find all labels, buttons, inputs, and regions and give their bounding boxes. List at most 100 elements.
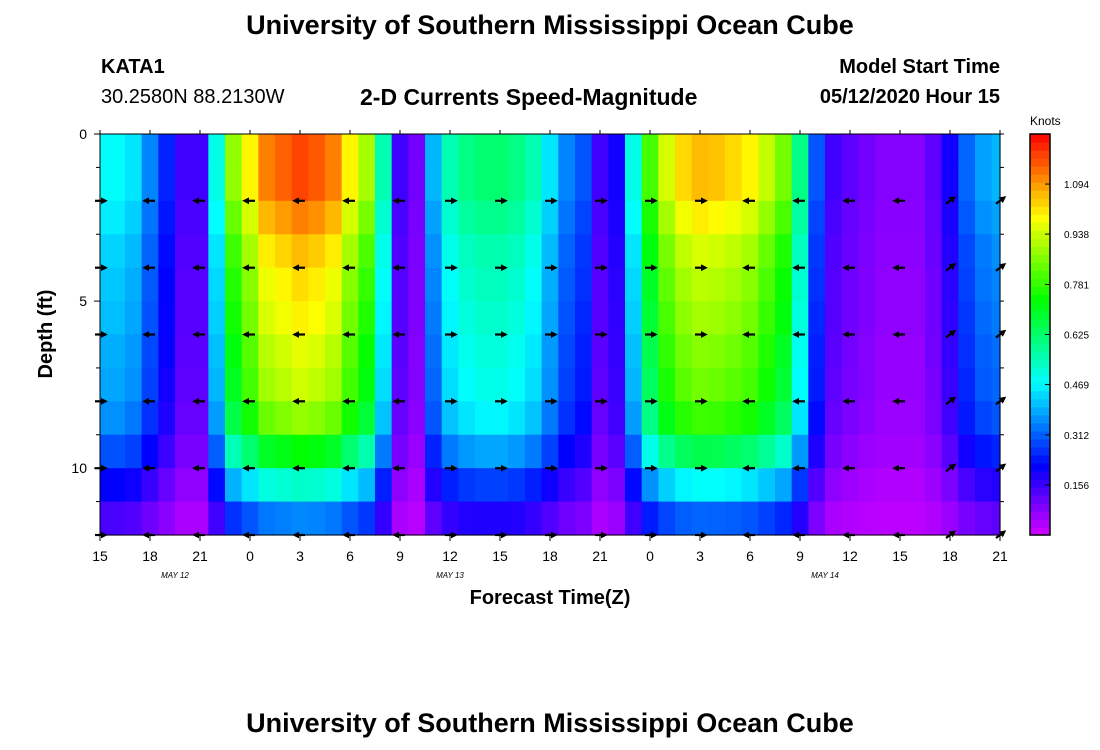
heatmap-cell [691,234,709,269]
heatmap-cell [158,468,176,503]
heatmap-cell [525,468,543,503]
x-tick-label: 21 [192,548,208,564]
heatmap-cell [508,167,526,202]
colorbar-segment [1030,182,1050,191]
heatmap-cell [100,401,109,436]
heatmap-cell [375,401,393,436]
heatmap-cell [791,468,809,503]
heatmap-cell [641,367,659,402]
heatmap-cell [858,501,876,536]
heatmap-cell [375,501,393,536]
heatmap-cell [741,401,759,436]
heatmap-cell [641,468,659,503]
heatmap-cell [825,334,843,369]
heatmap-cell [708,301,726,336]
heatmap-cell [308,434,326,469]
heatmap-cell [108,301,126,336]
heatmap-cell [825,434,843,469]
heatmap-cell [425,301,443,336]
heatmap-cell [275,434,293,469]
heatmap-cell [108,167,126,202]
heatmap-cell [441,367,459,402]
heatmap-cell [625,267,643,302]
heatmap-cell [491,134,509,169]
heatmap-cell [591,200,609,235]
heatmap-cell [291,434,309,469]
heatmap-cell [891,501,909,536]
heatmap-cell [825,301,843,336]
heatmap-cell [241,167,259,202]
heatmap-cell [508,267,526,302]
colorbar-segment [1030,502,1050,512]
heatmap-cell [758,301,776,336]
heatmap-cell [541,501,559,536]
heatmap-cell [141,434,159,469]
heatmap-cell [608,167,626,202]
colorbar-segment [1030,206,1050,215]
heatmap-cell [658,301,676,336]
heatmap-cell [908,434,926,469]
heatmap-cell [975,367,993,402]
heatmap-cell [158,301,176,336]
heatmap-cell [858,200,876,235]
heatmap-cell [875,334,893,369]
heatmap-cell [758,200,776,235]
heatmap-cell [341,234,359,269]
heatmap-cell [291,501,309,536]
x-tick-label: 15 [92,548,108,564]
heatmap-cell [541,434,559,469]
heatmap-cell [291,401,309,436]
heatmap-cell [558,134,576,169]
colorbar-segment [1030,510,1050,520]
heatmap-cell [508,301,526,336]
heatmap-cell [591,267,609,302]
heatmap-cell [325,468,343,503]
heatmap-cell [208,501,226,536]
heatmap-cell [991,334,1001,369]
heatmap-cell [975,267,993,302]
heatmap-cell [241,401,259,436]
heatmap-cell [875,234,893,269]
heatmap-cell [741,267,759,302]
heatmap-cell [458,367,476,402]
heatmap-cell [491,334,509,369]
heatmap-cell [691,367,709,402]
colorbar-segment [1030,430,1050,440]
heatmap-cell [100,134,109,169]
heatmap-cell [675,134,693,169]
heatmap-cell [775,134,793,169]
heatmap-cell [541,367,559,402]
heatmap-cell [425,200,443,235]
heatmap-cell [975,434,993,469]
heatmap-cell [741,134,759,169]
heatmap-cell [758,401,776,436]
heatmap-cell [575,167,593,202]
heatmap-cell [675,401,693,436]
heatmap-cell [841,367,859,402]
heatmap-cell [575,501,593,536]
heatmap-cell [608,334,626,369]
heatmap-cell [525,334,543,369]
heatmap-cell [291,468,309,503]
x-tick-label: 12 [842,548,858,564]
heatmap-cell [791,401,809,436]
heatmap-cell [491,234,509,269]
heatmap-cell [108,267,126,302]
heatmap-cell [558,468,576,503]
heatmap-cell [708,167,726,202]
heatmap-cell [591,301,609,336]
heatmap-cell [725,468,743,503]
heatmap-cell [475,234,493,269]
x-tick-label: 18 [542,548,558,564]
heatmap-cell [841,434,859,469]
heatmap-cell [358,434,376,469]
heatmap-cell [325,301,343,336]
heatmap-cell [825,401,843,436]
heatmap-cell [391,234,409,269]
heatmap-cell [908,334,926,369]
heatmap-cell [208,367,226,402]
heatmap-cell [258,501,276,536]
heatmap-cell [891,234,909,269]
heatmap-cell [775,367,793,402]
